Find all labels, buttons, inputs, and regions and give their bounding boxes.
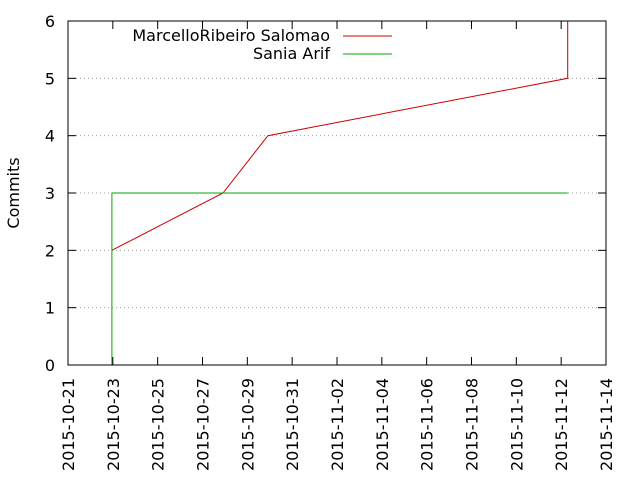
x-tick-label: 2015-10-23	[104, 378, 123, 471]
x-tick-label: 2015-11-14	[597, 378, 616, 471]
series-line-sania-arif	[111, 192, 568, 365]
x-tick-label: 2015-11-04	[373, 378, 392, 471]
axis-ticks: 0 1 2 3 4 5 6 2015-10-21 2015-10-23 2015-10-25 201…	[45, 12, 616, 471]
x-tick-label: 2015-10-25	[149, 378, 168, 471]
x-tick-label: 2015-10-31	[283, 378, 302, 471]
x-tick-label: 2015-11-02	[328, 378, 347, 471]
y-tick-label: 1	[45, 299, 55, 318]
series-lines	[111, 21, 569, 365]
y-tick-label: 0	[45, 356, 55, 375]
x-tick-label: 2015-11-08	[463, 378, 482, 471]
y-tick-label: 5	[45, 69, 55, 88]
x-tick-label: 2015-10-27	[194, 378, 213, 471]
series-line-marcelloribeiro-salomao	[111, 21, 569, 251]
x-tick-label: 2015-11-06	[418, 378, 437, 471]
y-tick-label: 6	[45, 12, 55, 31]
x-tick-label: 2015-10-29	[238, 378, 257, 471]
x-tick-label: 2015-11-10	[507, 378, 526, 471]
x-tick-label: 2015-10-21	[59, 378, 78, 471]
legend-label: MarcelloRibeiro Salomao	[132, 26, 330, 45]
y-tick-label: 2	[45, 241, 55, 260]
x-tick-label: 2015-11-12	[552, 378, 571, 471]
y-tick-label: 3	[45, 184, 55, 203]
y-axis-label: Commits	[4, 157, 23, 228]
y-tick-label: 4	[45, 127, 55, 146]
legend-label: Sania Arif	[253, 44, 330, 63]
